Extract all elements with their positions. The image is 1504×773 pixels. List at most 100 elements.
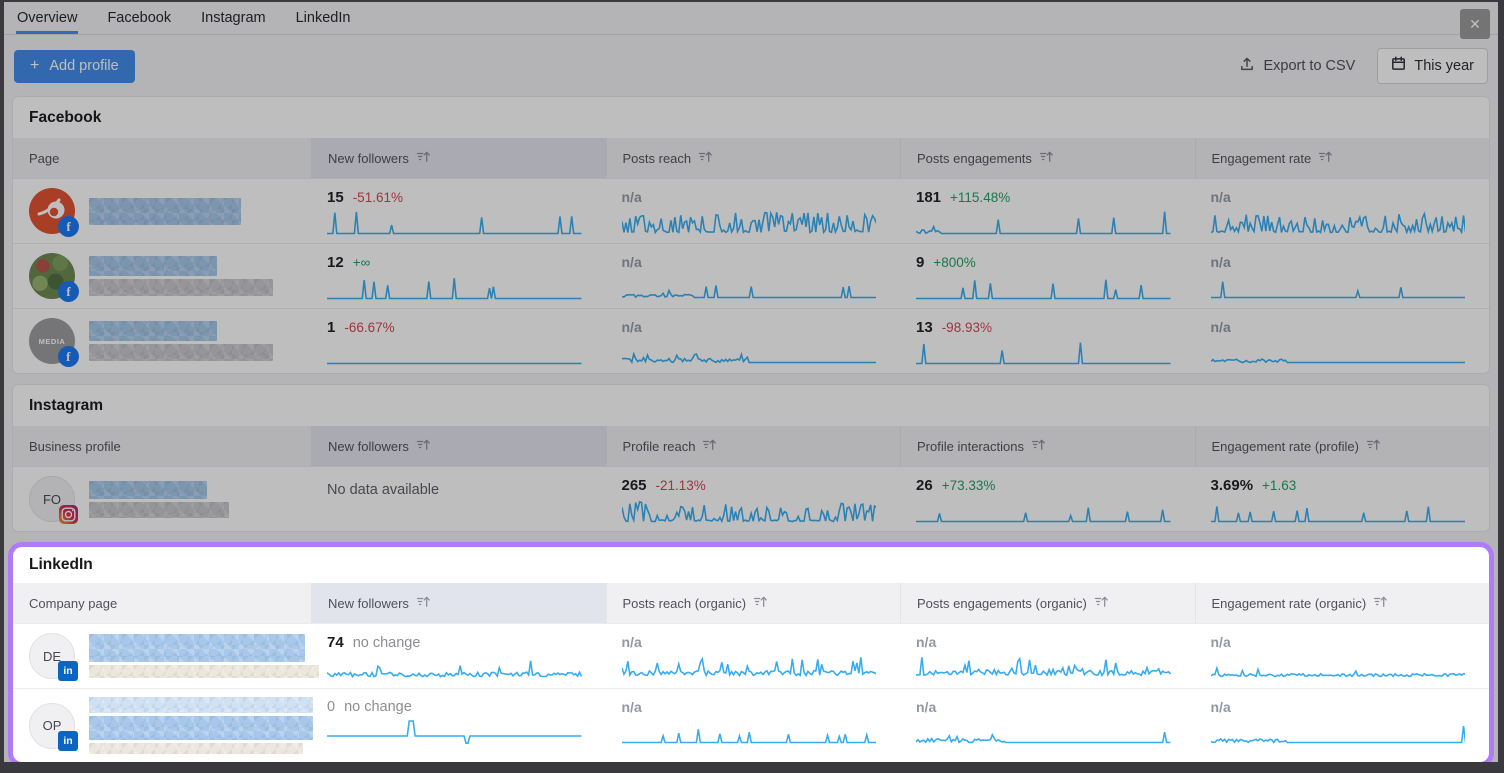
column-header-label: Page [29, 150, 60, 166]
metric-value-na: n/a [621, 319, 642, 335]
sort-icon [702, 438, 717, 454]
sparkline-chart [916, 342, 1171, 365]
metric-value-line: 265 -21.13% [622, 477, 883, 494]
sparkline-chart [916, 279, 1171, 300]
metric-value-na: n/a [1210, 634, 1231, 650]
column-header-engagement-rate[interactable]: Engagement rate [1194, 138, 1489, 178]
export-csv-button[interactable]: Export to CSV [1239, 56, 1355, 76]
column-header-label: Posts engagements [917, 150, 1032, 166]
linkedin-badge-icon: in [58, 730, 78, 751]
export-csv-label: Export to CSV [1263, 58, 1356, 74]
profile-avatar: FO [29, 476, 78, 524]
profile-cell: f [13, 244, 311, 308]
metric-value-line: 13 -98.93% [916, 319, 1177, 336]
metric-cell: 12 +∞ [311, 244, 606, 308]
sort-icon [1366, 438, 1381, 454]
profile-cell: OP in [13, 689, 313, 762]
column-header-new-followers[interactable]: New followers [311, 138, 606, 178]
blurred-profile-name [89, 321, 273, 361]
section-title-facebook: Facebook [29, 109, 102, 126]
metric-value-line: n/a [1211, 319, 1472, 335]
metric-value-na: n/a [1210, 189, 1231, 205]
metric-cell: 13 -98.93% [900, 309, 1195, 373]
no-data-label: No data available [327, 482, 440, 498]
avatar-text: OP [42, 718, 62, 733]
blurred-name-bar [89, 665, 319, 678]
column-header-label: Profile reach [622, 438, 696, 454]
metric-value-na: n/a [1210, 254, 1231, 270]
profile-row[interactable]: DE in 74 no change n/a n/a n/a [13, 623, 1489, 688]
date-range-button[interactable]: This year [1377, 48, 1488, 84]
column-header-new-followers[interactable]: New followers [311, 583, 606, 623]
metric-value: 26 [916, 477, 933, 494]
profile-row[interactable]: OP in 0 no change n/a n/a n/a [13, 688, 1489, 762]
metric-value-na: n/a [916, 699, 937, 715]
metric-value-line: n/a [1211, 699, 1472, 715]
section-title-instagram: Instagram [29, 397, 104, 414]
sections-container: Facebook Page New followers Posts reach Post… [4, 96, 1498, 762]
column-header-label: Profile interactions [917, 438, 1024, 454]
metric-change: +1.63 [1262, 478, 1297, 493]
sort-icon [1031, 438, 1046, 454]
column-header-posts-engagements[interactable]: Posts engagements [900, 138, 1195, 178]
upload-icon [1239, 56, 1255, 76]
metric-value-line: n/a [622, 634, 883, 650]
metric-value-line: n/a [916, 699, 1177, 715]
avatar-text: MEDIA [38, 336, 66, 346]
blurred-name-bar [89, 344, 273, 361]
sparkline-chart [621, 285, 876, 299]
tab-facebook[interactable]: Facebook [107, 10, 172, 26]
metric-value: 13 [916, 319, 933, 336]
column-header-label: New followers [328, 595, 409, 611]
add-profile-button[interactable]: + Add profile [14, 49, 135, 83]
table-header-row: Business profile New followers Profile rea… [13, 426, 1489, 466]
metric-cell: 26 +73.33% [900, 467, 1195, 531]
close-button[interactable]: ✕ [1460, 9, 1490, 39]
avatar-text: DE [42, 648, 62, 664]
tab-overview[interactable]: Overview [16, 4, 79, 34]
metric-cell: 74 no change [311, 624, 606, 688]
column-header-posts-engagements-organic-[interactable]: Posts engagements (organic) [900, 583, 1195, 623]
avatar-text: FO [42, 491, 62, 507]
tab-linkedin[interactable]: LinkedIn [295, 10, 351, 26]
tab-instagram[interactable]: Instagram [201, 10, 266, 26]
toolbar: + Add profile Export to CSV This year [4, 35, 1498, 96]
sparkline-chart [327, 278, 582, 300]
profile-row[interactable]: FO No data available 265 -21.13% 26 +73.33% 3.… [13, 466, 1489, 531]
metric-value: 74 [327, 634, 344, 651]
metric-value-line: 12 +∞ [327, 254, 588, 271]
metric-value-na: n/a [621, 254, 642, 270]
sparkline-chart [621, 729, 876, 744]
sort-icon [753, 595, 768, 611]
metric-value-line: 9 +800% [916, 254, 1177, 271]
blurred-name-bar [89, 197, 241, 225]
metric-cell: 181 +115.48% [900, 179, 1195, 243]
column-header-posts-reach[interactable]: Posts reach [605, 138, 900, 178]
profile-avatar: f [29, 188, 79, 237]
profile-row[interactable]: f 15 -51.61% n/a 181 +115.48% n/a [13, 178, 1489, 243]
metric-value-line: 74 no change [327, 634, 588, 651]
column-header-profile-reach[interactable]: Profile reach [605, 426, 900, 466]
profile-row[interactable]: f 12 +∞ n/a 9 +800% n/a [13, 243, 1489, 308]
metric-value-line: n/a [622, 189, 883, 205]
section-title-linkedin: LinkedIn [29, 556, 93, 573]
column-header-profile-interactions[interactable]: Profile interactions [900, 426, 1195, 466]
blurred-name-bar [89, 634, 305, 662]
profile-cell: FO [13, 467, 311, 531]
column-header-engagement-rate-organic-[interactable]: Engagement rate (organic) [1194, 583, 1489, 623]
profile-row[interactable]: MEDIA f 1 -66.67% n/a 13 -98.93% n/a [13, 308, 1489, 373]
facebook-badge-icon: f [58, 281, 79, 302]
blurred-name-bar [89, 321, 217, 341]
column-header-label: Posts engagements (organic) [917, 595, 1087, 611]
metric-cell: n/a [606, 244, 901, 308]
blurred-name-bar [89, 256, 217, 276]
section-facebook: Facebook Page New followers Posts reach Post… [12, 96, 1490, 374]
column-header-label: Company page [29, 595, 118, 611]
sort-icon [1094, 595, 1109, 611]
metric-cell: n/a [1195, 244, 1490, 308]
metric-cell: 15 -51.61% [311, 179, 606, 243]
column-header-new-followers[interactable]: New followers [311, 426, 606, 466]
metric-value-line: n/a [1211, 189, 1472, 205]
column-header-engagement-rate-profile-[interactable]: Engagement rate (profile) [1194, 426, 1489, 466]
column-header-posts-reach-organic-[interactable]: Posts reach (organic) [605, 583, 900, 623]
